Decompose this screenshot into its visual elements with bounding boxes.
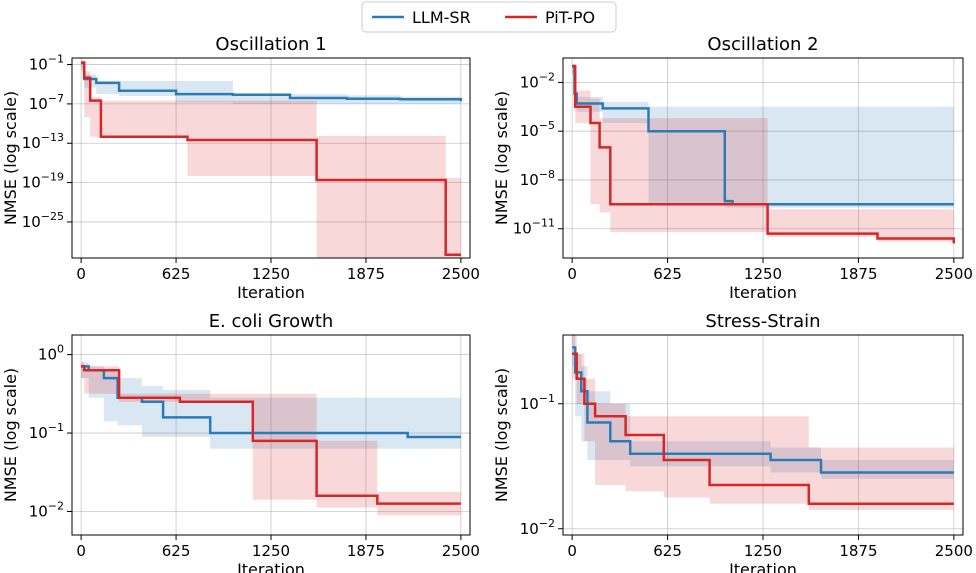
x-tick-label: 0 — [567, 542, 577, 560]
y-tick-label: 10−1 — [520, 392, 555, 413]
legend-label-pit-po: PiT-PO — [545, 8, 595, 27]
y-axis-label: NMSE (log scale) — [492, 368, 511, 502]
y-tick-label: 10−8 — [520, 168, 555, 189]
y-tick-label: 10−1 — [29, 421, 64, 442]
y-tick-label: 10−2 — [29, 499, 64, 520]
x-tick-label: 1875 — [347, 542, 385, 560]
x-tick-label: 0 — [76, 265, 86, 283]
band-llm-sr — [81, 362, 461, 449]
x-tick-label: 1250 — [252, 265, 290, 283]
y-tick-label: 10−2 — [520, 70, 555, 91]
band-llm-sr — [572, 64, 954, 208]
subplot-e-coli-growth: 0 625 1250 1875 2500 100 10−1 10−2 E. coli Growt… — [1, 311, 480, 573]
series-line-pit-po — [572, 64, 956, 244]
y-tick-label: 100 — [38, 343, 64, 364]
band-pit-po — [572, 64, 954, 245]
x-tick-label: 2500 — [442, 265, 480, 283]
legend-label-llm-sr: LLM-SR — [412, 8, 471, 27]
x-tick-label: 625 — [162, 542, 191, 560]
panel-title: E. coli Growth — [209, 311, 334, 332]
y-tick-label: 10−11 — [513, 217, 555, 238]
x-axis-label: Iteration — [729, 283, 797, 302]
band-pit-po — [81, 61, 461, 258]
panel-title: Oscillation 1 — [215, 34, 326, 55]
y-tick-label: 10−13 — [22, 131, 64, 152]
x-tick-label: 1250 — [252, 542, 290, 560]
x-tick-label: 625 — [162, 265, 191, 283]
x-axis-label: Iteration — [237, 283, 305, 302]
subplot-oscillation-2: 0 625 1250 1875 2500 10−2 10−5 10−8 10−11 Oscilla… — [492, 34, 973, 302]
plot-area — [572, 64, 956, 245]
series-line-llm-sr — [572, 346, 954, 474]
x-tick-label: 2500 — [442, 542, 480, 560]
x-tick-label: 2500 — [935, 265, 973, 283]
x-tick-label: 1875 — [347, 265, 385, 283]
y-axis-label: NMSE (log scale) — [492, 91, 511, 225]
x-tick-label: 625 — [653, 542, 682, 560]
x-tick-label: 1250 — [744, 265, 782, 283]
y-tick-label: 10−5 — [520, 119, 555, 140]
series-line-pit-po — [81, 61, 461, 256]
plot-area — [81, 61, 463, 258]
series-line-llm-sr — [81, 61, 463, 102]
x-tick-label: 1875 — [839, 265, 877, 283]
plot-area — [572, 335, 954, 510]
subplot-oscillation-1: 0 625 1250 1875 2500 10−1 10−7 10−13 10−19 10−25 O… — [1, 34, 480, 302]
band-pit-po — [81, 362, 461, 516]
subplots: 0 625 1250 1875 2500 10−1 10−7 10−13 10−19 10−25 O… — [1, 34, 973, 573]
y-axis-label: NMSE (log scale) — [1, 91, 20, 225]
band-pit-po — [572, 335, 954, 510]
x-axis-label: Iteration — [729, 560, 797, 573]
x-tick-label: 1875 — [839, 542, 877, 560]
plot-area — [81, 362, 461, 516]
y-tick-label: 10−2 — [520, 517, 555, 538]
x-tick-label: 2500 — [935, 542, 973, 560]
y-tick-label: 10−19 — [22, 171, 64, 192]
x-tick-label: 625 — [653, 265, 682, 283]
series-line-pit-po — [81, 365, 461, 505]
y-axis-label: NMSE (log scale) — [1, 368, 20, 502]
band-llm-sr — [572, 335, 954, 479]
legend-frame — [361, 1, 617, 33]
subplot-stress-strain: 0 625 1250 1875 2500 10−1 10−2 Stress-Strain Ite… — [492, 311, 973, 573]
y-tick-label: 10−1 — [29, 53, 64, 74]
x-tick-label: 1250 — [744, 542, 782, 560]
x-tick-label: 0 — [76, 542, 86, 560]
series-line-pit-po — [572, 352, 954, 506]
panel-title: Stress-Strain — [705, 311, 820, 332]
legend: LLM-SR PiT-PO — [361, 1, 617, 33]
x-axis-label: Iteration — [237, 560, 305, 573]
y-tick-label: 10−25 — [22, 210, 64, 231]
x-tick-label: 0 — [567, 265, 577, 283]
y-tick-label: 10−7 — [29, 92, 64, 113]
panel-title: Oscillation 2 — [707, 34, 818, 55]
